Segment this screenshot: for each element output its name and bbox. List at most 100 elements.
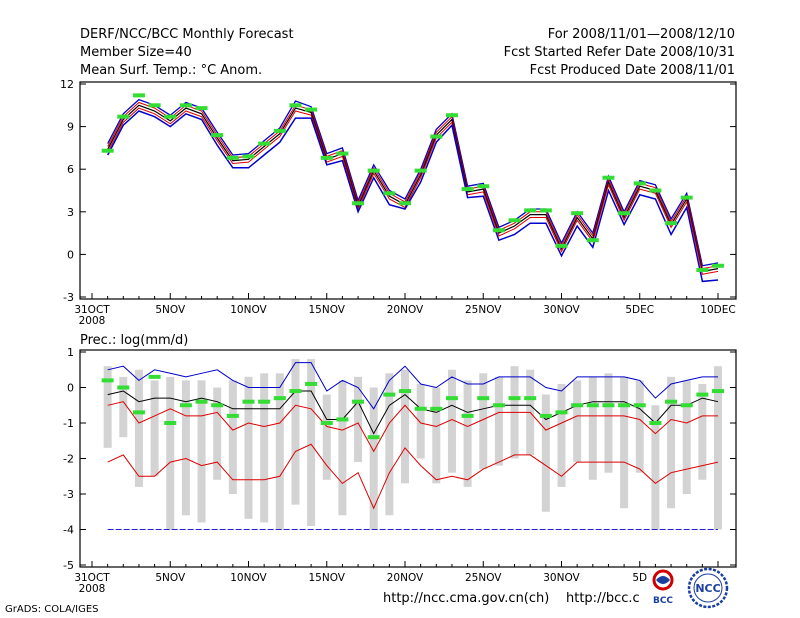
temp-marker	[586, 238, 599, 243]
prec-range-box	[181, 380, 190, 516]
temp-marker	[352, 201, 365, 206]
temp-xtick-label: 10DEC	[700, 304, 735, 316]
prec-marker	[195, 399, 208, 404]
prec-marker	[539, 413, 552, 418]
prec-ytick-label: -5	[63, 559, 74, 572]
temp-marker	[148, 103, 161, 108]
prec-marker	[696, 392, 709, 397]
prec-title: Prec.: log(mm/d)	[80, 333, 189, 348]
prec-marker	[305, 381, 318, 386]
prec-marker	[508, 396, 521, 401]
prec-ytick-label: -1	[63, 417, 74, 430]
temp-xtick-label: 20NOV	[387, 304, 424, 316]
url-ncc-link[interactable]: http://ncc.cma.gov.cn(ch)	[383, 591, 550, 606]
prec-marker	[712, 389, 724, 394]
temp-marker	[539, 208, 552, 213]
header-start-date: Fcst Started Refer Date 2008/10/31	[503, 45, 735, 60]
prec-range-box	[447, 369, 456, 473]
prec-range-box	[588, 376, 597, 480]
prec-marker	[383, 392, 396, 397]
prec-range-box	[354, 376, 363, 463]
prec-range-box	[541, 394, 550, 512]
prec-marker	[352, 399, 365, 404]
temp-marker	[665, 221, 678, 226]
temp-ytick-label: 3	[67, 206, 74, 219]
header-produced-date: Fcst Produced Date 2008/11/01	[529, 63, 735, 78]
prec-range-box	[667, 376, 676, 509]
temp-frame	[79, 81, 737, 300]
prec-ytick-label: -3	[63, 488, 74, 501]
prec-marker	[132, 410, 145, 415]
temp-marker	[367, 168, 380, 173]
temp-marker	[414, 168, 427, 173]
temp-marker	[258, 141, 271, 146]
prec-marker	[367, 435, 380, 440]
temp-marker	[399, 201, 411, 206]
prec-range-box	[494, 376, 503, 466]
temp-marker	[555, 243, 568, 248]
temp-xtick-label: 30NOV	[543, 304, 580, 316]
header-member-size: Member Size=40	[80, 45, 192, 60]
prec-xtick-label: 20NOV	[387, 572, 424, 584]
prec-marker	[633, 403, 646, 408]
prec-marker	[320, 421, 333, 425]
ncc-logo: NCC	[686, 566, 730, 610]
prec-year-label: 2008	[79, 583, 106, 595]
prec-range-box	[432, 387, 441, 484]
prec-ytick-label: -2	[63, 453, 74, 466]
temp-marker	[430, 134, 443, 139]
prec-marker	[414, 406, 427, 411]
prec-marker	[555, 410, 568, 415]
temp-marker	[226, 155, 239, 160]
prec-range-box	[651, 405, 660, 530]
prec-range-box	[260, 373, 269, 523]
temp-marker	[618, 211, 631, 216]
temp-marker	[477, 184, 490, 189]
temp-marker	[305, 107, 318, 112]
temp-marker	[320, 155, 333, 160]
prec-red-upper-line	[107, 401, 718, 453]
prec-red-lower-line	[107, 443, 719, 510]
temp-ytick-label: 12	[60, 78, 74, 91]
header-period: For 2008/11/01—2008/12/10	[547, 27, 735, 42]
temp-marker	[492, 228, 505, 233]
header-title: DERF/NCC/BCC Monthly Forecast	[80, 27, 294, 42]
prec-range-box	[635, 380, 644, 473]
prec-range-box	[150, 380, 159, 477]
temp-marker	[164, 114, 177, 119]
prec-marker	[148, 374, 161, 379]
prec-upper-line	[107, 362, 718, 410]
prec-range-box	[604, 373, 613, 473]
prec-range-box	[385, 373, 394, 516]
prec-range-box	[228, 380, 237, 494]
temp-marker	[571, 211, 584, 216]
prec-range-box	[698, 383, 707, 480]
temp-marker	[602, 175, 615, 180]
prec-xtick-label: 5D	[632, 572, 647, 584]
prec-marker	[179, 403, 192, 408]
temp-ytick-label: 0	[67, 248, 74, 261]
temp-xtick-label: 31OCT	[74, 304, 110, 316]
prec-range-box	[479, 373, 488, 470]
prec-ytick-label: -4	[63, 524, 74, 537]
prec-marker	[336, 417, 349, 422]
prec-marker	[602, 403, 615, 408]
temp-xtick-label: 5DEC	[625, 304, 654, 316]
prec-range-box	[134, 369, 143, 487]
prec-range-box	[463, 380, 472, 487]
prec-marker	[618, 403, 631, 408]
bcc-logo: BCC	[644, 568, 682, 606]
temp-marker	[445, 113, 458, 118]
temp-red-upper-line	[107, 101, 719, 270]
temp-marker	[649, 188, 662, 193]
temp-xtick-label: 10NOV	[230, 304, 267, 316]
prec-marker	[258, 399, 271, 404]
prec-marker	[524, 396, 537, 401]
prec-marker	[430, 406, 443, 411]
prec-range-box	[620, 376, 629, 509]
temp-ytick-label: -3	[63, 291, 74, 304]
prec-marker	[399, 389, 411, 394]
temp-marker	[101, 148, 114, 153]
url-bcc-link[interactable]: http://bcc.c	[566, 591, 640, 606]
prec-marker	[164, 421, 177, 425]
